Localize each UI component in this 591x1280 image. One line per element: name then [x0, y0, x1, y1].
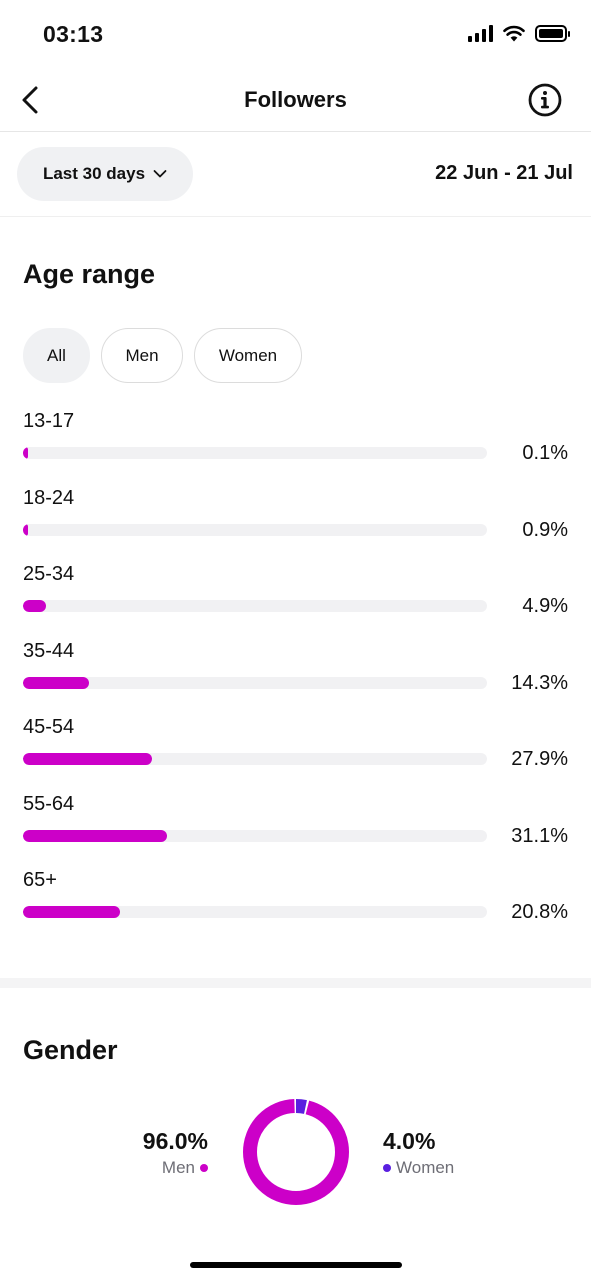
- men-legend-label: Men: [161, 1158, 195, 1177]
- chip-all[interactable]: All: [23, 328, 90, 383]
- age-label: 55-64: [23, 792, 75, 815]
- age-label: 35-44: [23, 639, 75, 662]
- age-bar-fill: [23, 600, 46, 612]
- age-range-title: Age range: [23, 259, 156, 289]
- age-label: 13-17: [23, 410, 75, 432]
- age-bar-track: [23, 753, 487, 765]
- gender-women-summary: 4.0% Women: [383, 1128, 493, 1178]
- age-range-list: 13-17 0.1% 18-24 0.9% 25-34 4.9% 35-44 1…: [23, 406, 568, 942]
- men-legend: Men: [120, 1158, 208, 1178]
- gender-donut-chart: [243, 1099, 349, 1205]
- age-bar-fill: [23, 753, 153, 765]
- age-bar-track: [23, 447, 487, 459]
- date-range-dropdown-label: Last 30 days: [42, 164, 146, 183]
- age-row: 65+ 20.8%: [23, 865, 568, 942]
- age-value: 0.1%: [522, 442, 568, 464]
- age-bar-fill: [23, 676, 90, 689]
- chevron-down-icon: [153, 170, 167, 178]
- gender-title: Gender: [23, 1035, 118, 1065]
- back-button[interactable]: [14, 82, 46, 118]
- page-title: Followers: [244, 87, 347, 112]
- women-legend: Women: [383, 1158, 493, 1178]
- donut-segment-men: [243, 1099, 349, 1205]
- battery-icon: [535, 24, 570, 42]
- age-bar-fill: [23, 523, 28, 536]
- age-bar-track: [23, 829, 487, 842]
- women-legend-label: Women: [396, 1158, 455, 1177]
- age-label: 65+: [23, 869, 57, 891]
- cellular-signal-icon: [468, 24, 493, 42]
- gender-filter-chips: All Men Women: [23, 328, 302, 383]
- age-label: 18-24: [23, 486, 75, 509]
- chip-women[interactable]: Women: [194, 328, 302, 383]
- age-value: 20.8%: [511, 901, 568, 923]
- age-bar-fill: [23, 829, 168, 842]
- women-legend-dot: [383, 1164, 391, 1172]
- wifi-icon: [503, 25, 525, 41]
- chevron-left-icon: [22, 86, 38, 114]
- age-bar-track: [23, 676, 487, 689]
- age-bar-track: [23, 600, 487, 612]
- status-icons: [468, 24, 570, 42]
- section-divider: [0, 978, 591, 988]
- date-range-dropdown[interactable]: Last 30 days: [17, 147, 193, 201]
- age-row: 13-17 0.1%: [23, 406, 568, 483]
- age-row: 25-34 4.9%: [23, 559, 568, 636]
- home-indicator: [190, 1262, 402, 1268]
- age-row: 18-24 0.9%: [23, 483, 568, 560]
- age-bar-fill: [23, 906, 120, 918]
- age-row: 35-44 14.3%: [23, 636, 568, 713]
- info-button[interactable]: [527, 82, 563, 118]
- donut-segment-women: [243, 1099, 349, 1205]
- chip-men[interactable]: Men: [101, 328, 183, 383]
- age-label: 45-54: [23, 716, 75, 738]
- age-value: 4.9%: [522, 595, 568, 617]
- age-row: 55-64 31.1%: [23, 789, 568, 866]
- gender-men-summary: 96.0% Men: [120, 1128, 208, 1178]
- age-value: 0.9%: [522, 518, 568, 541]
- age-label: 25-34: [23, 563, 75, 585]
- filter-row: Last 30 days 22 Jun - 21 Jul: [0, 132, 591, 217]
- status-bar: 03:13: [0, 0, 591, 70]
- status-time: 03:13: [43, 21, 104, 47]
- date-range-text: 22 Jun - 21 Jul: [435, 162, 573, 184]
- age-value: 27.9%: [511, 748, 568, 770]
- men-legend-dot: [200, 1164, 208, 1172]
- info-icon: [528, 83, 562, 117]
- men-percentage: 96.0%: [142, 1128, 208, 1154]
- age-bar-track: [23, 906, 487, 918]
- age-row: 45-54 27.9%: [23, 712, 568, 789]
- age-value: 31.1%: [511, 824, 568, 847]
- age-bar-fill: [23, 447, 28, 459]
- header: Followers: [0, 70, 591, 132]
- women-percentage: 4.0%: [383, 1128, 436, 1154]
- age-value: 14.3%: [511, 671, 568, 694]
- age-bar-track: [23, 523, 487, 536]
